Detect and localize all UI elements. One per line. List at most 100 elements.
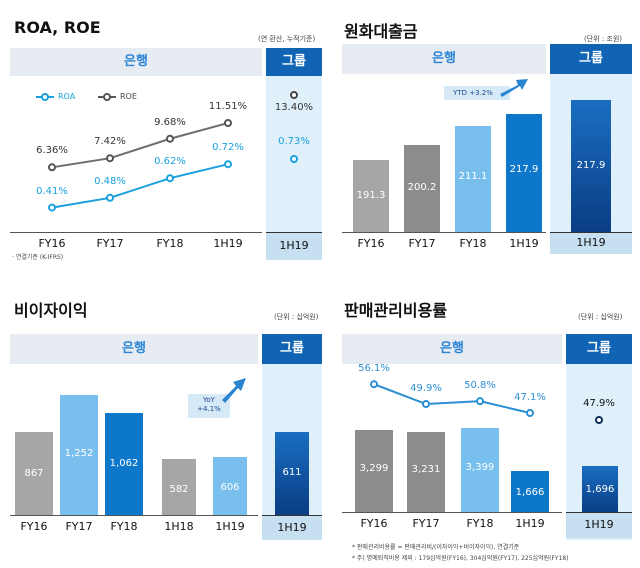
roa-value-label: 0.41% <box>36 185 68 197</box>
roa-value-label: 0.48% <box>94 175 126 187</box>
loans-unit: (단위 : 조원) <box>584 35 623 43</box>
roa-x-label: FY18 <box>156 237 184 250</box>
loans-bar-FY16 <box>353 160 389 232</box>
loans-arrow-icon <box>500 79 528 97</box>
roa-roe-unit: (연 환산, 누적기준) <box>258 35 316 43</box>
roe-point-FY17 <box>106 154 114 163</box>
cir-ratio-label: 49.9% <box>410 383 442 395</box>
cir-note-1: * 판매관리비용률 = 판매관리비/(이자이익+비이자이익), 연결기준 <box>352 544 520 551</box>
roa-value-label: 0.72% <box>212 142 244 154</box>
cir-ratio-polyline <box>373 383 531 414</box>
nii-bar-label: 867 <box>24 468 44 480</box>
loans-ytd-label: YTD +3.2% <box>453 89 493 97</box>
roa-x-label: FY17 <box>96 237 124 250</box>
roa-group-period: 1H19 <box>266 232 322 260</box>
nii-yoy-label: YoY +4.1% <box>190 396 228 414</box>
loans-bar-label: 217.9 <box>509 163 539 175</box>
cir-ratio-point-1H19 <box>526 409 534 417</box>
roe-line <box>51 122 229 169</box>
cir-ratio-point-FY18 <box>476 397 484 406</box>
loans-group-bar <box>571 100 611 232</box>
cir-x-label: 1H19 <box>515 517 545 530</box>
group-roa-marker <box>290 155 298 163</box>
roa-x-label: FY16 <box>38 237 66 250</box>
cir-x-label: FY18 <box>466 517 494 530</box>
cir-title: 판매관리비용률 <box>344 301 448 320</box>
nii-arrow-icon <box>222 378 246 403</box>
cir-group-header: 그룹 <box>566 334 632 364</box>
nii-bar-label: 606 <box>220 482 240 494</box>
nii-yoy-line2: +4.1% <box>197 405 221 413</box>
loans-x-label: FY16 <box>357 237 385 250</box>
cir-bar-FY17 <box>407 432 445 512</box>
roa-group-header: 그룹 <box>266 48 322 76</box>
cir-group-ratio-label: 47.9% <box>583 398 615 409</box>
nii-group-bar <box>275 432 309 515</box>
roe-legend-label: ROE <box>120 92 137 101</box>
nii-bar-label: 1,062 <box>109 457 139 469</box>
nii-unit: (단위 : 십억원) <box>274 313 319 321</box>
cir-bar-label: 1,666 <box>515 487 545 499</box>
group-roe-label: 13.40% <box>274 102 314 113</box>
nii-title: 비이자이익 <box>14 301 88 320</box>
loans-bar-FY17 <box>404 144 440 232</box>
cir-group-bar <box>582 466 618 512</box>
roa-legend-label: ROA <box>58 92 76 101</box>
roa-point-1H19 <box>224 160 232 169</box>
group-roe-marker <box>290 91 298 99</box>
roa-legend-marker <box>41 93 49 101</box>
cir-bar-label: 3,399 <box>465 461 495 473</box>
nii-bar-label: 582 <box>169 483 189 495</box>
loans-group-bar-label: 217.9 <box>576 160 606 171</box>
nii-x-label: 1H18 <box>164 520 194 533</box>
loans-title: 원화대출금 <box>344 22 418 41</box>
cir-ratio-point-FY16 <box>370 380 378 389</box>
cir-bar-FY16 <box>355 430 393 512</box>
cir-bar-FY18 <box>461 428 499 512</box>
roa-note: · 연결기준 (K-IFRS) <box>12 254 64 261</box>
loans-bar-label: 191.3 <box>356 190 386 202</box>
roa-point-FY17 <box>106 193 114 202</box>
nii-x-label: FY17 <box>65 520 93 533</box>
roa-point-FY16 <box>48 203 56 212</box>
loans-x-label: 1H19 <box>509 237 539 250</box>
loans-baseline <box>342 232 546 233</box>
cir-unit: (단위 : 십억원) <box>578 313 623 321</box>
roe-value-label: 11.51% <box>208 101 248 112</box>
loans-group-period: 1H19 <box>550 232 632 254</box>
roe-legend-marker <box>103 93 111 101</box>
nii-bar-1H18 <box>162 459 196 515</box>
nii-bar-FY16 <box>15 431 53 515</box>
loans-bar-label: 211.1 <box>458 170 488 182</box>
nii-bar-label: 1,252 <box>64 447 94 459</box>
nii-bar-1H19 <box>213 456 247 515</box>
group-roa-label: 0.73% <box>278 136 310 147</box>
nii-x-label: FY16 <box>20 520 48 533</box>
nii-group-bar-label: 611 <box>282 467 302 478</box>
roa-value-label: 0.62% <box>154 156 186 168</box>
loans-x-label: FY17 <box>408 237 436 250</box>
loans-bar-1H19 <box>506 114 542 232</box>
loans-bank-header: 은행 <box>342 44 546 74</box>
roa-line <box>51 163 229 209</box>
nii-baseline <box>10 515 258 516</box>
loans-ytd-box <box>444 86 510 100</box>
nii-x-label: 1H19 <box>215 520 245 533</box>
roe-value-label: 7.42% <box>94 136 126 148</box>
roe-value-label: 6.36% <box>36 145 68 157</box>
cir-bar-label: 3,231 <box>411 464 441 476</box>
loans-x-label: FY18 <box>459 237 487 250</box>
nii-bank-header: 은행 <box>10 334 258 364</box>
roa-bank-header: 은행 <box>10 48 262 76</box>
cir-ratio-label: 56.1% <box>358 363 390 375</box>
nii-group-period: 1H19 <box>262 515 322 540</box>
cir-group-ratio-marker <box>595 416 603 424</box>
roa-x-label: 1H19 <box>213 237 243 250</box>
loans-bar-FY18 <box>455 126 491 232</box>
roa-roe-title: ROA, ROE <box>14 18 101 37</box>
nii-bar-FY18 <box>105 413 143 515</box>
